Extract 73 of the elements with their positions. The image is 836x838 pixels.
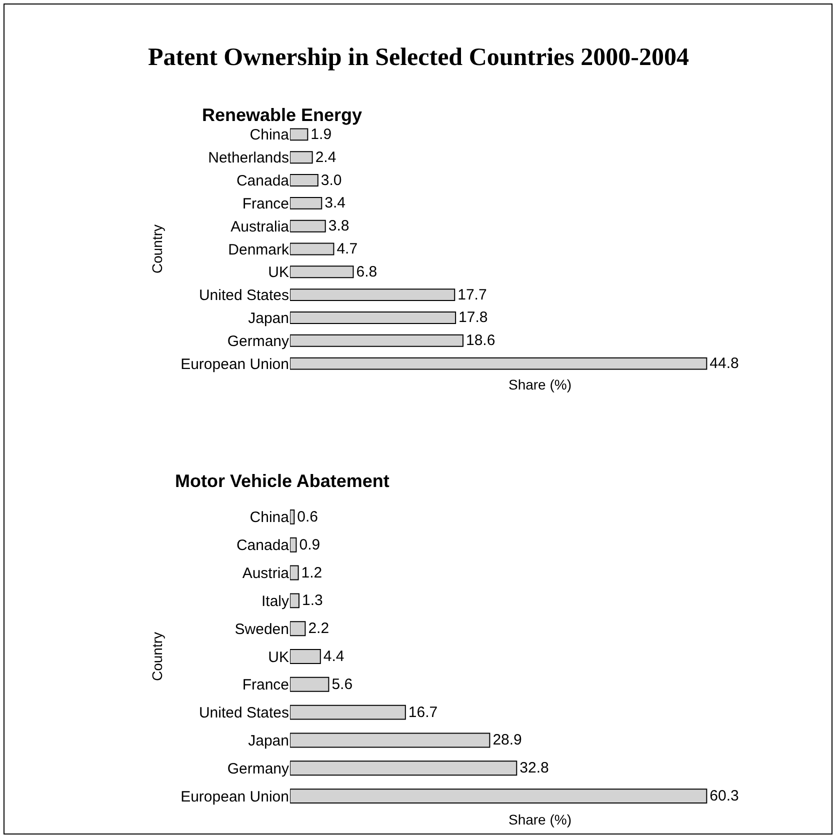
data-label: 3.0 <box>320 172 342 189</box>
y-tick-label: Australia <box>230 218 290 236</box>
data-label: 1.2 <box>301 564 322 582</box>
bar <box>290 509 295 524</box>
bar <box>290 128 308 141</box>
chart-subtitle: Renewable Energy <box>202 105 362 125</box>
data-label: 28.9 <box>492 732 522 749</box>
data-label: 3.4 <box>324 194 346 212</box>
y-tick-label: European Union <box>180 356 289 373</box>
chart-title: Patent Ownership in Selected Countries 2000-2004 <box>148 44 690 71</box>
data-label: 6.8 <box>356 263 378 280</box>
y-tick-label: United States <box>198 287 289 304</box>
data-label: 2.4 <box>315 148 336 166</box>
y-tick-label: United States <box>198 704 289 722</box>
chart-title: Motor Vehicle Abatement <box>175 471 390 491</box>
data-label: 0.9 <box>299 536 320 554</box>
y-tick-label: Netherlands <box>208 150 289 167</box>
y-tick-label: Sweden <box>234 620 289 638</box>
bar <box>290 621 306 636</box>
y-tick-label: Japan <box>248 310 289 327</box>
data-label: 2.2 <box>308 620 330 638</box>
data-label: 5.6 <box>332 676 353 693</box>
bar <box>290 537 297 552</box>
data-label: 3.8 <box>328 218 350 235</box>
y-tick-label: Germany <box>227 332 290 350</box>
data-label: 17.8 <box>458 309 488 326</box>
bar <box>290 242 334 256</box>
data-label: 0.6 <box>297 508 318 526</box>
y-tick-label: France <box>242 676 289 694</box>
y-tick-label: China <box>250 126 290 144</box>
y-tick-label: European Union <box>180 788 289 806</box>
bar <box>290 174 318 186</box>
y-tick-label: Denmark <box>228 241 290 258</box>
bar <box>290 220 326 232</box>
y-tick-label: China <box>250 509 290 526</box>
y-tick-label: UK <box>268 264 289 282</box>
y-tick-label: Germany <box>227 760 290 778</box>
bar <box>290 788 708 804</box>
data-label: 1.9 <box>310 126 332 143</box>
y-axis-title: Country <box>149 632 166 682</box>
data-label: 1.3 <box>302 592 323 610</box>
y-tick-label: Canada <box>236 172 290 190</box>
bar <box>290 266 354 278</box>
y-tick-label: Austria <box>242 565 290 582</box>
data-label: 4.7 <box>336 240 358 258</box>
data-label: 17.7 <box>458 286 487 304</box>
bar <box>290 288 456 302</box>
y-tick-label: UK <box>268 648 289 666</box>
data-label: 16.7 <box>408 704 438 721</box>
bar <box>290 196 322 210</box>
y-tick-label: France <box>242 195 289 212</box>
bar <box>290 334 464 347</box>
data-label: 4.4 <box>323 648 344 665</box>
x-axis-title: Share (%) <box>508 376 572 392</box>
y-tick-label: Italy <box>261 592 290 610</box>
bar <box>290 732 490 748</box>
bar <box>290 151 313 164</box>
data-label: 44.8 <box>710 355 739 372</box>
data-label: 60.3 <box>710 788 739 805</box>
bar <box>290 704 406 720</box>
bar <box>290 676 330 692</box>
bar <box>290 312 456 324</box>
data-label: 18.6 <box>466 332 496 350</box>
bar <box>290 565 299 580</box>
bar <box>290 649 321 664</box>
data-label: 32.8 <box>520 760 549 777</box>
y-tick-label: Canada <box>236 537 290 554</box>
bar <box>290 357 708 370</box>
bar <box>290 593 300 608</box>
y-tick-label: Japan <box>248 732 289 750</box>
bar <box>290 760 518 776</box>
x-axis-title: Share (%) <box>508 811 572 828</box>
y-axis-title: Country <box>149 224 166 274</box>
